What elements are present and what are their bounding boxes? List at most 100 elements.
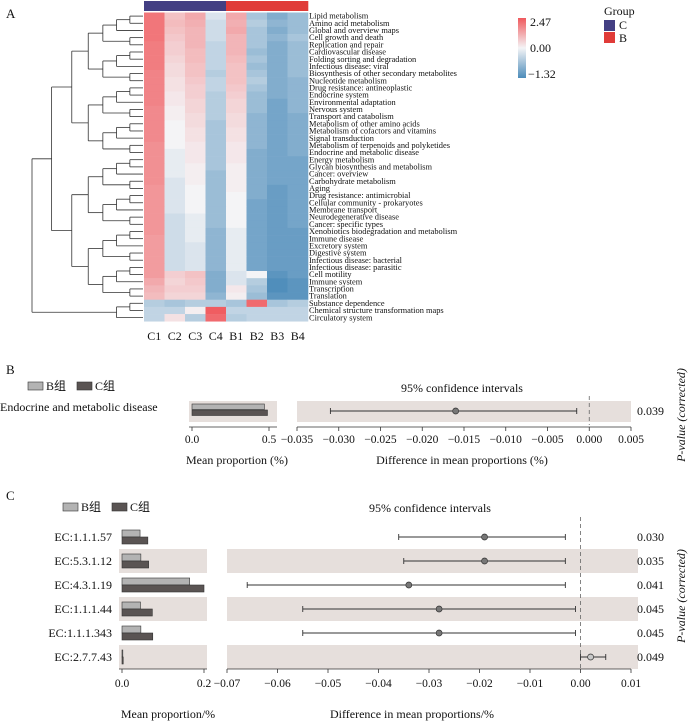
heatmap-cell	[267, 177, 288, 186]
group-legend-b-label: B	[619, 31, 627, 45]
heatmap-cell	[164, 314, 186, 322]
heatmap-cell	[267, 34, 288, 42]
heatmap-cell	[185, 26, 206, 35]
heatmap-cell	[164, 91, 186, 99]
heatmap-cell	[205, 69, 227, 78]
heatmap-cell	[205, 62, 227, 71]
heatmap-cell	[287, 192, 309, 200]
panel-b-right-xlabel: Difference in mean proportions (%)	[376, 453, 548, 467]
heatmap-cell	[144, 48, 165, 56]
heatmap-cell	[267, 256, 288, 265]
heatmap-cell	[246, 177, 268, 186]
heatmap-cell	[287, 113, 309, 121]
heatmap-cell	[164, 69, 186, 78]
panel-b-pvalue-label: P-value (corrected)	[674, 368, 688, 463]
heatmap-cell	[226, 292, 247, 300]
heatmap-cell	[287, 263, 309, 272]
heatmap-cells	[144, 12, 309, 322]
heatmap-cell	[185, 148, 206, 157]
heatmap-cell	[164, 55, 186, 64]
heatmap-row-label: Metabolism of terpenoids and polyketides	[309, 141, 450, 150]
heatmap-cell	[246, 206, 268, 214]
heatmap-cell	[185, 270, 206, 279]
heatmap-cell	[267, 48, 288, 56]
heatmap-row-label: Signal transduction	[309, 134, 375, 143]
heatmap-cell	[185, 105, 206, 114]
heatmap-cell	[164, 227, 186, 236]
heatmap-cell	[185, 77, 206, 85]
panel-c-bar-c	[121, 656, 124, 665]
heatmap-cell	[246, 98, 268, 107]
panel-c-p-value: 0.049	[637, 650, 664, 664]
heatmap-cell	[164, 19, 186, 28]
panel-c-category-label: EC:5.3.1.12	[54, 554, 112, 568]
heatmap-cell	[205, 278, 227, 286]
heatmap-cell	[205, 242, 227, 250]
heatmap-cell	[226, 163, 247, 171]
heatmap-cell	[246, 199, 268, 207]
heatmap-cell	[246, 77, 268, 85]
heatmap-cell	[164, 48, 186, 56]
panel-b-estimate-point	[452, 407, 459, 415]
heatmap-cell	[205, 306, 227, 315]
heatmap-cell	[267, 170, 288, 178]
panel-c-bar-c	[121, 632, 154, 641]
heatmap-cell	[205, 263, 227, 272]
heatmap-row-label: Cancer: overview	[309, 170, 369, 179]
heatmap-cell	[226, 19, 247, 28]
panel-c-right-tick-label: −0.04	[365, 678, 392, 690]
heatmap-cell	[144, 163, 165, 171]
panel-c-bar-b	[121, 649, 124, 658]
heatmap-cell	[164, 220, 186, 229]
panel-c-estimate-point	[587, 653, 594, 661]
heatmap-cell	[226, 184, 247, 193]
panel-b-legend-c-label: C组	[95, 379, 115, 393]
heatmap-cell	[287, 177, 309, 186]
heatmap-column-label: B4	[291, 329, 305, 343]
heatmap-cell	[164, 213, 186, 222]
heatmap-cell	[185, 242, 206, 250]
heatmap-cell	[287, 156, 309, 164]
heatmap-row-label: Nucleotide metabolism	[309, 76, 387, 85]
heatmap-cell	[185, 170, 206, 178]
panel-b-category-label: Endocrine and metabolic disease	[0, 400, 158, 414]
heatmap-cell	[164, 256, 186, 265]
heatmap-cell	[144, 227, 165, 236]
panel-c-right-tick-label: −0.05	[315, 678, 342, 690]
heatmap-cell	[287, 26, 309, 35]
heatmap-cell	[164, 127, 186, 135]
heatmap-cell	[226, 69, 247, 78]
panel-c-legend-b-label: B组	[81, 500, 101, 514]
heatmap-cell	[246, 306, 268, 315]
heatmap-cell	[287, 19, 309, 28]
heatmap-row-label: Transcription	[309, 285, 355, 294]
heatmap-cell	[144, 84, 165, 92]
panel-c-confidence-intervals	[246, 533, 607, 661]
heatmap-cell	[164, 105, 186, 114]
heatmap-cell	[246, 270, 268, 279]
heatmap-cell	[185, 235, 206, 243]
group-bar-cell-b1	[226, 1, 247, 11]
heatmap-cell	[267, 12, 288, 20]
heatmap-cell	[205, 314, 227, 322]
heatmap-cell	[267, 62, 288, 71]
heatmap-cell	[287, 292, 309, 300]
heatmap-cell	[164, 148, 186, 157]
color-scale-max-label: 2.47	[530, 15, 551, 29]
heatmap-cell	[185, 299, 206, 308]
panel-c-left-tick-label: 0.2	[197, 678, 212, 690]
heatmap-row-label: Cellular community - prokaryotes	[309, 198, 423, 207]
heatmap-cell	[144, 91, 165, 99]
heatmap-cell	[164, 98, 186, 107]
heatmap-cell	[287, 12, 309, 20]
heatmap-row-label: Amino acid metabolism	[309, 19, 390, 28]
heatmap-cell	[185, 227, 206, 236]
heatmap-cell	[164, 113, 186, 121]
heatmap-cell	[205, 270, 227, 279]
heatmap-cell	[287, 41, 309, 49]
heatmap-row-label: Digestive system	[309, 249, 367, 258]
heatmap-column-label: B1	[229, 329, 243, 343]
heatmap-cell	[267, 213, 288, 222]
heatmap-cell	[267, 134, 288, 143]
heatmap-cell	[205, 120, 227, 128]
